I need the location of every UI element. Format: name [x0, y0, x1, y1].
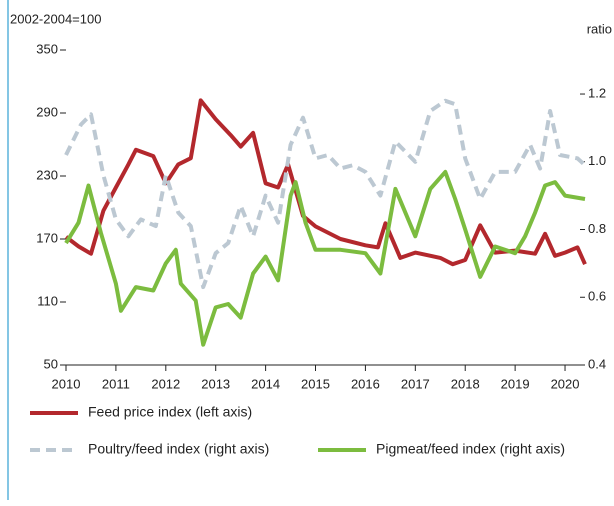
- legend-label: Feed price index (left axis): [88, 404, 252, 420]
- legend-label: Pigmeat/feed index (right axis): [376, 441, 565, 457]
- x-tick-label: 2012: [151, 376, 180, 391]
- x-tick-label: 2013: [201, 376, 230, 391]
- x-tick-label: 2014: [251, 376, 280, 391]
- x-tick-label: 2015: [301, 376, 330, 391]
- y-axis-label: 2002-2004=100: [10, 11, 101, 26]
- y-tick-label: 110: [37, 293, 58, 308]
- y2-tick-label: 0.8: [588, 221, 606, 236]
- y-tick-label: 50: [44, 356, 58, 371]
- x-tick-label: 2020: [551, 376, 580, 391]
- y2-tick-label: 1.0: [588, 153, 606, 168]
- y-tick-label: 230: [36, 167, 58, 182]
- series-line: [64, 98, 587, 267]
- series-line: [64, 169, 586, 347]
- x-tick-label: 2016: [351, 376, 380, 391]
- y-tick-label: 350: [36, 41, 58, 56]
- y2-tick-label: 0.4: [588, 356, 606, 371]
- x-tick-label: 2011: [102, 376, 130, 391]
- x-tick-label: 2010: [52, 376, 81, 391]
- series-line: [64, 98, 587, 290]
- legend-label: Poultry/feed index (right axis): [88, 441, 269, 457]
- x-tick-label: 2017: [401, 376, 430, 391]
- y-tick-label: 170: [36, 230, 58, 245]
- y-tick-label: 290: [36, 104, 58, 119]
- y2-axis-label: ratio: [587, 21, 612, 36]
- x-tick-label: 2018: [451, 376, 480, 391]
- y2-tick-label: 1.2: [588, 85, 606, 100]
- x-tick-label: 2019: [501, 376, 530, 391]
- y2-tick-label: 0.6: [588, 289, 606, 304]
